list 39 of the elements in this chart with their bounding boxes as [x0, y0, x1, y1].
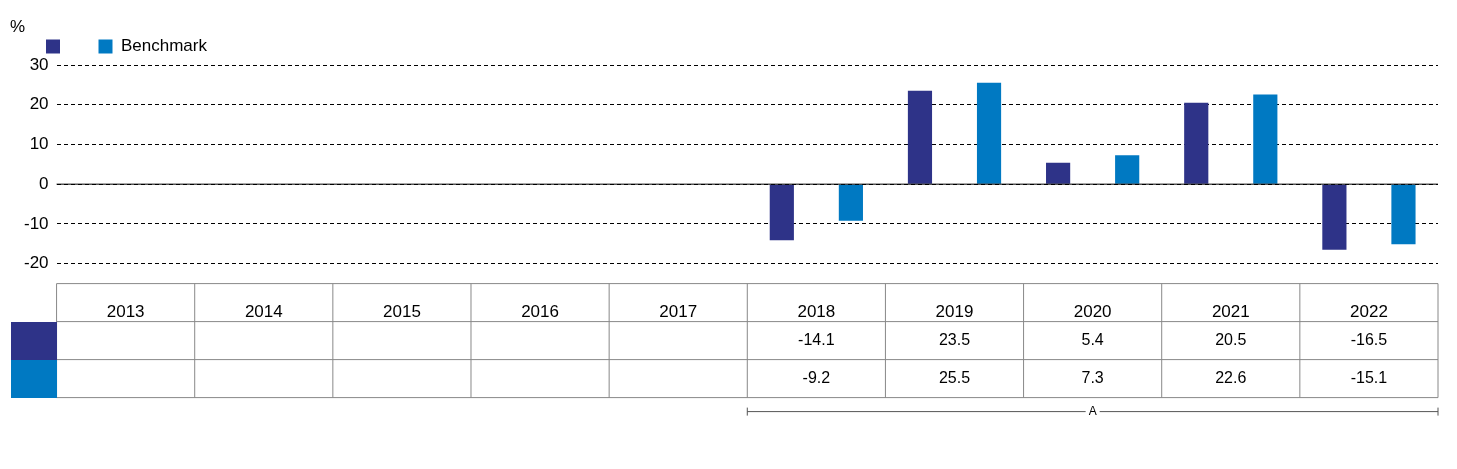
- x-tick-label: 2015: [383, 302, 421, 322]
- x-tick-label: 2021: [1211, 302, 1250, 322]
- data-label: 20.5: [1215, 331, 1247, 349]
- x-tick-label: 2016: [521, 302, 559, 322]
- y-tick-label: 20: [29, 94, 49, 114]
- x-tick-label: 2014: [244, 302, 283, 322]
- data-label: -15.1: [1350, 369, 1388, 387]
- data-label: 5.4: [1081, 331, 1104, 349]
- data-label: -16.5: [1350, 331, 1388, 349]
- bar: [838, 184, 863, 221]
- bar: [1115, 155, 1140, 184]
- data-label: 22.6: [1215, 369, 1247, 387]
- data-label: 7.3: [1081, 369, 1104, 387]
- y-tick-label: -20: [23, 253, 49, 273]
- text: A: [1088, 403, 1097, 418]
- data-label: -14.1: [798, 331, 835, 349]
- data-label: 23.5: [938, 331, 971, 349]
- x-tick-label: 2020: [1073, 302, 1112, 322]
- bar: [907, 90, 933, 184]
- bar: [1322, 184, 1347, 250]
- bar: [976, 82, 1002, 184]
- legend-label: Benchmark: [121, 36, 208, 56]
- x-tick-label: 2017: [659, 302, 698, 322]
- x-tick-label: 2018: [797, 302, 836, 322]
- bar: [1184, 102, 1209, 184]
- y-tick-label: -10: [23, 213, 49, 233]
- y-tick-label: 0: [39, 173, 49, 193]
- data-label: 25.5: [938, 369, 971, 387]
- bar: [1253, 94, 1278, 184]
- y-tick-label: 30: [29, 54, 49, 74]
- y-axis-title: %: [10, 16, 26, 36]
- data-label: -9.2: [802, 369, 831, 387]
- bar: [769, 184, 794, 241]
- x-tick-label: 2022: [1350, 302, 1388, 322]
- x-tick-label: 2013: [106, 302, 145, 322]
- bar: [1046, 162, 1071, 184]
- bar: [1391, 184, 1416, 245]
- y-tick-label: 10: [29, 134, 49, 154]
- x-tick-label: 2019: [935, 302, 974, 322]
